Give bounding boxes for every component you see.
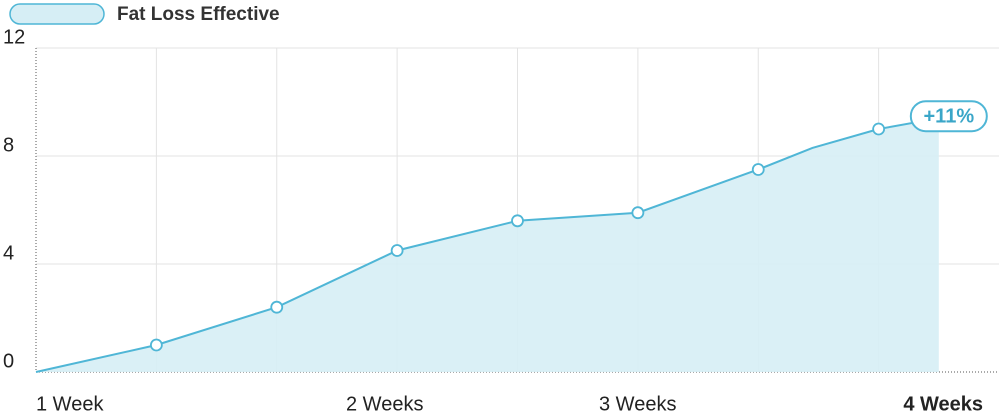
x-tick-label: 4 Weeks <box>903 393 983 415</box>
point <box>270 300 284 314</box>
point <box>390 244 404 257</box>
point <box>631 206 645 220</box>
annotation: +11% <box>924 105 975 127</box>
y-tick-label: 8 <box>3 134 14 156</box>
x-tick-label: 1 Week <box>36 393 104 415</box>
legend-label: Fat Loss Effective <box>117 4 280 25</box>
point <box>511 214 524 228</box>
point <box>872 122 886 136</box>
x-tick-label: 2 Weeks <box>346 393 423 415</box>
point <box>149 338 163 352</box>
y-tick-label: 4 <box>3 242 14 264</box>
point <box>751 163 765 176</box>
y-tick-label: 0 <box>3 350 14 372</box>
area <box>36 118 939 372</box>
legend-swatch <box>9 3 105 25</box>
line <box>35 117 939 373</box>
y-tick-label: 12 <box>3 26 25 48</box>
x-tick-label: 3 Weeks <box>599 393 676 415</box>
annotation-badge <box>909 100 988 133</box>
